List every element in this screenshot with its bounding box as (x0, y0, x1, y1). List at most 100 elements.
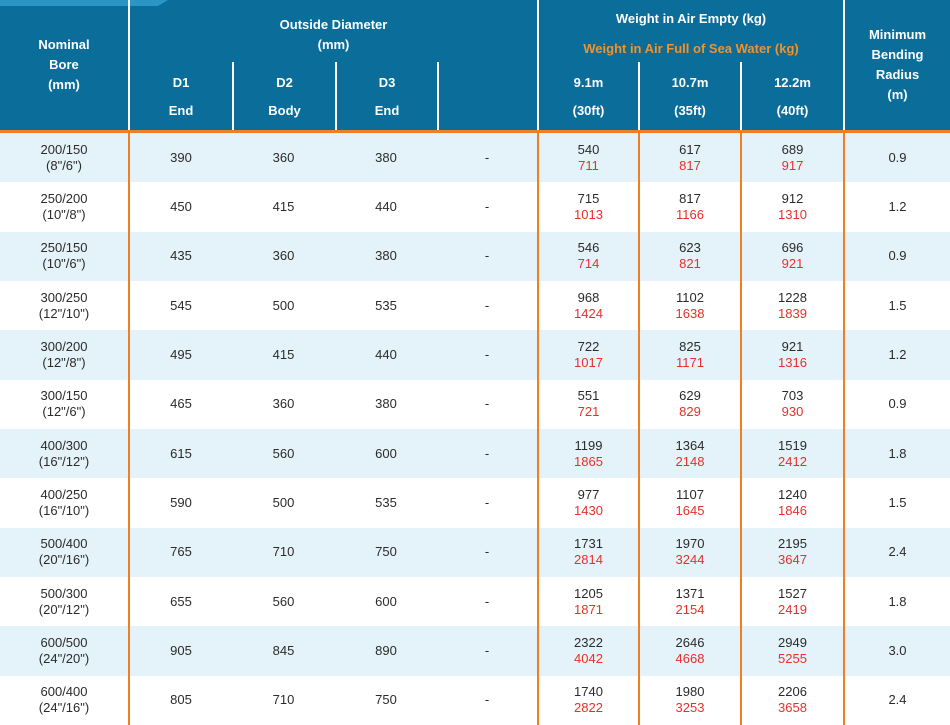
weight-full-value: 4668 (675, 650, 705, 666)
bore-inches: (24"/20") (38, 650, 90, 666)
cell-weight-35ft: 817 1166 (638, 182, 740, 232)
table-row: 400/250 (16"/10") 590 500 535 - 977 1430… (0, 478, 950, 528)
weight-empty-value: 1970 (675, 536, 705, 552)
weight-empty-value: 2646 (675, 634, 705, 650)
table-row: 200/150 (8"/6") 390 360 380 - 540 711 61… (0, 133, 950, 183)
cell-d1-end: 765 (170, 544, 192, 560)
weight-empty-value: 1107 (676, 486, 704, 502)
weight-empty-value: 617 (679, 141, 701, 157)
cell-nominal-bore: 300/150 (12"/6") (0, 379, 130, 429)
bore-inches: (12"/6") (42, 404, 86, 420)
bore-inches: (16"/12") (38, 453, 90, 469)
bore-inches: (20"/12") (38, 601, 90, 617)
col-header-min-bending-radius: Minimum Bending Radius (m) (843, 0, 950, 130)
weight-empty-value: 629 (679, 388, 701, 404)
weight-full-value: 1865 (574, 453, 603, 469)
cell-d2-body: 845 (272, 642, 295, 658)
weight-empty-value: 1205 (574, 585, 603, 601)
cell-d4-blank: - (484, 593, 490, 609)
len2-m: 10.7m (671, 74, 709, 90)
cell-d2-body: 415 (272, 198, 295, 214)
cell-d1-end: 450 (170, 198, 192, 214)
cell-weight-40ft: 1527 2419 (740, 576, 843, 627)
weight-empty-value: 1371 (675, 585, 705, 601)
weight-empty-value: 1102 (676, 289, 704, 305)
subcol-header-d3: D3 End (335, 62, 437, 130)
weight-full-value: 3658 (778, 700, 807, 716)
cell-d4-blank: - (484, 297, 490, 313)
weight-empty-value: 921 (781, 338, 804, 354)
cell-d4-blank: - (484, 642, 490, 658)
weight-empty-value: 1527 (778, 585, 807, 601)
cell-nominal-bore: 400/300 (16"/12") (0, 428, 130, 479)
cell-d3-end: 750 (375, 544, 397, 560)
cell-d3-end: 535 (375, 297, 397, 313)
bore-inches: (12"/8") (42, 354, 86, 370)
cell-d2-body: 560 (272, 593, 295, 609)
subcol-header-d1: D1 End (130, 62, 232, 130)
cell-min-bending-radius: 2.4 (843, 675, 950, 725)
weight-full-value: 3647 (778, 552, 807, 568)
cell-d1-end: 905 (170, 642, 192, 658)
weight-full-value: 2822 (574, 700, 603, 716)
cell-weight-30ft: 551 721 (537, 379, 638, 429)
cell-weight-40ft: 2949 5255 (740, 626, 843, 676)
cell-d1-end: 545 (170, 297, 192, 313)
weight-empty-value: 1199 (574, 437, 603, 453)
cell-weight-30ft: 1740 2822 (537, 675, 638, 725)
weight-full-value: 1638 (675, 305, 705, 321)
weight-full-title: Weight in Air Full of Sea Water (kg) (583, 40, 799, 56)
bore-mm: 400/250 (40, 486, 88, 502)
cell-nominal-bore: 250/150 (10"/6") (0, 231, 130, 281)
cell-weight-35ft: 1980 3253 (638, 675, 740, 725)
subcol-header-d2: D2 Body (232, 62, 335, 130)
cell-weight-30ft: 546 714 (537, 231, 638, 281)
col-group-outside-diameter: Outside Diameter (mm) (279, 16, 388, 52)
table-row: 250/150 (10"/6") 435 360 380 - 546 714 6… (0, 231, 950, 281)
len3-ft: (40ft) (776, 102, 809, 118)
cell-weight-40ft: 2195 3647 (740, 527, 843, 577)
cell-min-bending-radius: 1.2 (843, 182, 950, 232)
cell-weight-30ft: 1731 2814 (537, 527, 638, 577)
weight-empty-value: 968 (577, 289, 600, 305)
weight-full-value: 5255 (778, 650, 807, 666)
cell-d1-end: 465 (170, 396, 192, 412)
weight-full-value: 3244 (675, 552, 705, 568)
cell-weight-30ft: 1199 1865 (537, 428, 638, 479)
cell-weight-35ft: 825 1171 (638, 330, 740, 380)
cell-nominal-bore: 400/250 (16"/10") (0, 478, 130, 528)
subcol-header-length-35ft: 10.7m (35ft) (638, 62, 740, 130)
cell-d3-end: 535 (375, 494, 397, 510)
weight-empty-value: 1740 (574, 684, 603, 700)
weight-full-value: 930 (781, 404, 804, 420)
cell-min-bending-radius: 1.5 (843, 478, 950, 528)
bore-inches: (10"/6") (42, 256, 86, 272)
weight-full-value: 2412 (778, 453, 807, 469)
cell-min-bending-radius: 2.4 (843, 527, 950, 577)
weight-full-value: 1017 (574, 354, 603, 370)
cell-weight-40ft: 921 1316 (740, 330, 843, 380)
cell-d4-blank: - (484, 198, 490, 214)
weight-empty-value: 540 (577, 141, 600, 157)
cell-d4-blank: - (484, 396, 490, 412)
cell-d2-body: 415 (272, 346, 295, 362)
table-row: 500/300 (20"/12") 655 560 600 - 1205 187… (0, 576, 950, 627)
weight-full-value: 1013 (574, 206, 603, 222)
weight-full-value: 1171 (676, 354, 704, 370)
cell-d2-body: 710 (272, 544, 295, 560)
table-row: 400/300 (16"/12") 615 560 600 - 1199 186… (0, 428, 950, 479)
bore-inches: (12"/10") (38, 305, 90, 321)
bore-mm: 600/500 (40, 634, 88, 650)
weight-empty-value: 2322 (574, 634, 603, 650)
cell-d2-body: 360 (272, 396, 295, 412)
bore-inches: (8"/6") (46, 157, 82, 173)
weight-full-value: 721 (577, 404, 600, 420)
weight-full-value: 3253 (675, 700, 705, 716)
cell-d2-body: 500 (272, 297, 295, 313)
cell-min-bending-radius: 0.9 (843, 379, 950, 429)
weight-empty-value: 2195 (778, 536, 807, 552)
bore-mm: 500/300 (40, 585, 88, 601)
bore-mm: 400/300 (40, 437, 88, 453)
weight-full-value: 4042 (574, 650, 603, 666)
